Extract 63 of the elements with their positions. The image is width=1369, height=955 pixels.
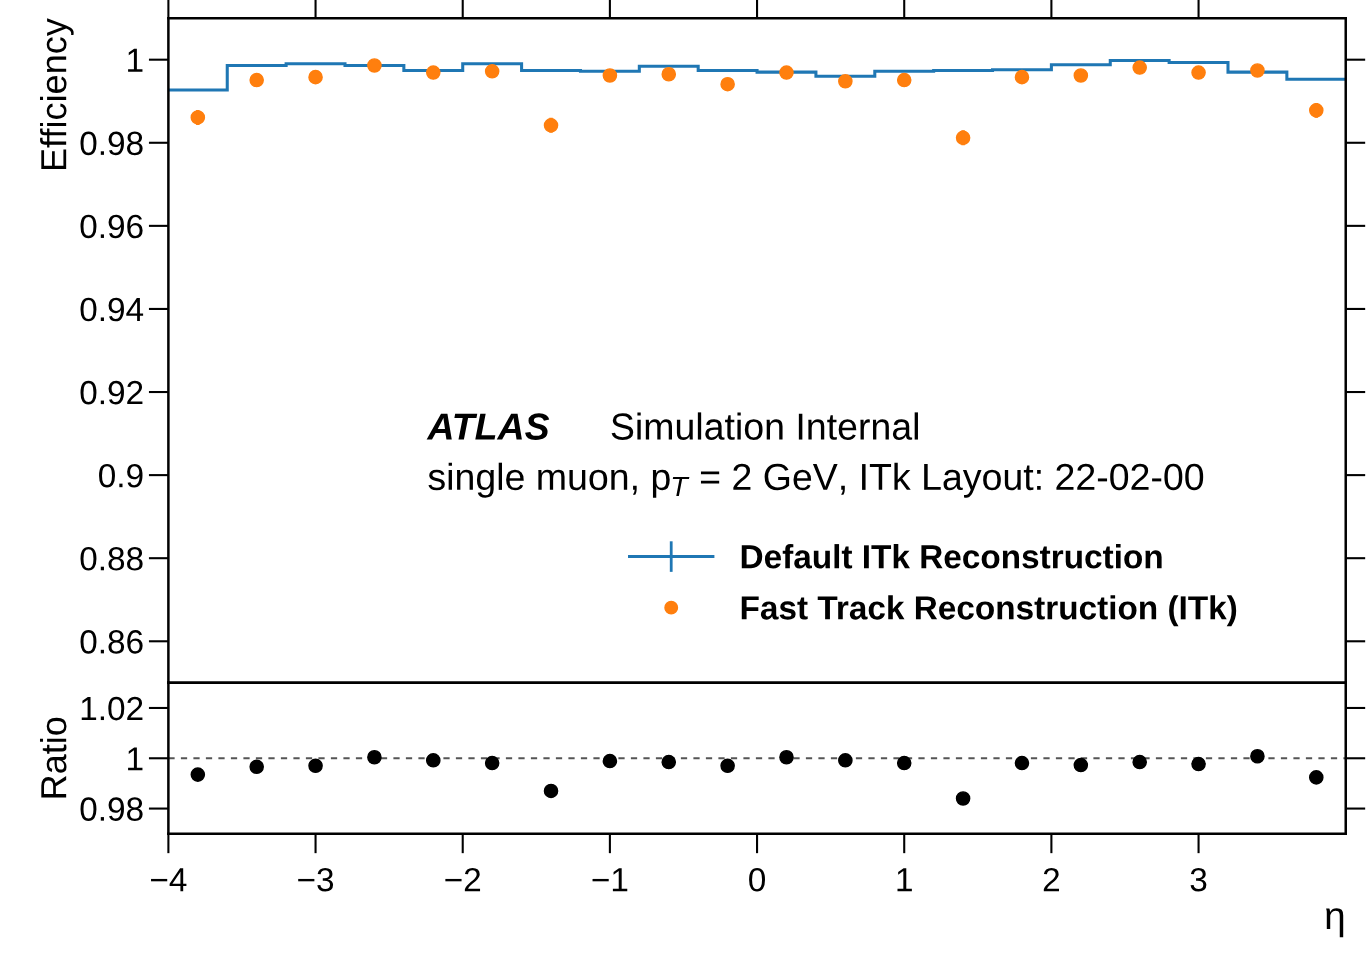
point xyxy=(543,783,559,799)
legend-label: Default ITk Reconstruction xyxy=(741,544,1162,569)
point xyxy=(1014,755,1030,771)
x-tick-label: 3 xyxy=(1190,867,1207,892)
point xyxy=(1250,63,1265,78)
point xyxy=(484,755,500,771)
point xyxy=(838,752,853,768)
y-tick-label: 1.02 xyxy=(81,696,143,721)
y-tick-label: 0.96 xyxy=(80,214,143,239)
point xyxy=(661,754,677,770)
y-tick-label: 0.86 xyxy=(80,630,143,654)
point xyxy=(1191,756,1206,772)
point xyxy=(484,64,500,79)
point xyxy=(425,752,441,768)
point xyxy=(720,76,735,92)
annotation: Simulation Internal xyxy=(611,412,918,440)
point xyxy=(249,759,264,775)
point xyxy=(720,758,735,774)
point xyxy=(308,69,323,85)
x-axis-title: η xyxy=(1326,908,1344,938)
point xyxy=(367,749,382,765)
point xyxy=(367,58,382,73)
point xyxy=(955,791,971,806)
annotation: ATLAS xyxy=(426,413,550,440)
point xyxy=(661,66,677,82)
y-axis-title: Efficiency xyxy=(39,18,74,170)
point xyxy=(779,749,794,765)
y-tick-label: 0.98 xyxy=(80,797,143,821)
point xyxy=(896,72,912,88)
point xyxy=(1014,69,1030,85)
point xyxy=(1073,757,1089,773)
point xyxy=(602,68,618,83)
point xyxy=(1309,770,1324,785)
annotation: single muon, p$_{T}$ = 2 GeV, ITk Layout: 22-02-00 xyxy=(428,462,1204,498)
point xyxy=(1073,68,1089,83)
y-tick-label: 0.88 xyxy=(80,547,143,571)
x-tick-label: −2 xyxy=(445,867,481,892)
x-tick-label: −4 xyxy=(151,868,187,892)
y-tick-label: 0.94 xyxy=(80,297,144,322)
y-tick-label: 0.98 xyxy=(80,131,143,156)
y-tick-label: 1 xyxy=(128,747,143,771)
legend-label: Fast Track Reconstruction (ITk) xyxy=(741,595,1237,627)
y-tick-label: 0.9 xyxy=(99,463,143,488)
x-tick-label: −3 xyxy=(298,867,334,892)
x-tick-label: 2 xyxy=(1043,867,1059,892)
point xyxy=(190,767,206,782)
point xyxy=(1191,65,1206,80)
point xyxy=(896,755,912,771)
point xyxy=(1132,60,1147,75)
y-axis-title: Ratio xyxy=(39,717,67,798)
y-tick-label: 0.92 xyxy=(80,380,143,405)
x-tick-label: −1 xyxy=(592,868,628,892)
point xyxy=(308,758,323,774)
x-tick-label: 0 xyxy=(749,867,766,892)
point xyxy=(249,72,264,88)
point xyxy=(425,65,441,80)
x-tick-label: 1 xyxy=(897,868,912,892)
point xyxy=(838,73,853,89)
y-tick-label: 1 xyxy=(128,48,143,72)
point xyxy=(779,65,794,80)
point xyxy=(602,753,618,769)
point xyxy=(1250,748,1265,764)
point xyxy=(1132,754,1147,770)
